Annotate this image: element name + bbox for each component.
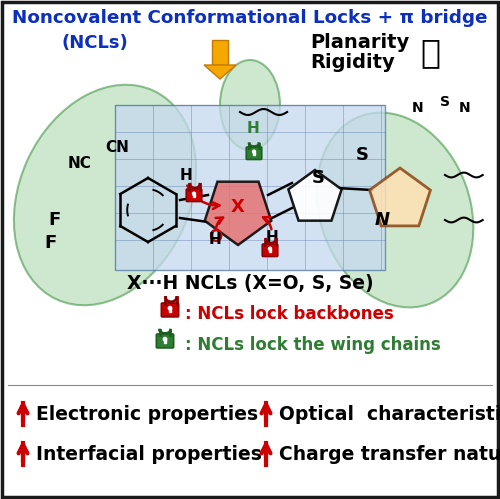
Bar <box>164 339 166 343</box>
Text: S: S <box>356 146 368 164</box>
FancyBboxPatch shape <box>156 334 174 348</box>
Text: N: N <box>459 101 471 115</box>
Circle shape <box>168 306 172 310</box>
Bar <box>169 308 171 311</box>
Circle shape <box>268 247 272 250</box>
Text: Rigidity: Rigidity <box>310 52 395 71</box>
Bar <box>193 194 195 197</box>
Bar <box>212 40 228 65</box>
Polygon shape <box>204 182 272 245</box>
Text: S: S <box>440 95 450 109</box>
Text: N: N <box>412 101 424 115</box>
Polygon shape <box>370 168 430 226</box>
Text: CN: CN <box>105 141 129 156</box>
Bar <box>115 105 385 270</box>
Text: Planarity: Planarity <box>310 32 409 51</box>
Text: Electronic properties: Electronic properties <box>36 406 258 425</box>
Ellipse shape <box>220 60 280 150</box>
Text: 👍: 👍 <box>420 36 440 69</box>
Text: Charge transfer nature: Charge transfer nature <box>279 446 500 465</box>
Bar <box>269 249 271 251</box>
Text: : NCLs lock backbones: : NCLs lock backbones <box>185 305 394 323</box>
Text: H: H <box>246 120 260 136</box>
Polygon shape <box>288 170 342 221</box>
Text: S: S <box>312 169 324 187</box>
Text: X···H NCLs (X=O, S, Se): X···H NCLs (X=O, S, Se) <box>126 274 374 293</box>
Bar <box>253 152 255 155</box>
Text: O: O <box>208 228 222 246</box>
Polygon shape <box>204 65 236 79</box>
FancyBboxPatch shape <box>262 244 278 256</box>
Ellipse shape <box>14 85 196 305</box>
FancyBboxPatch shape <box>186 189 202 202</box>
Circle shape <box>164 337 166 341</box>
Circle shape <box>192 192 196 195</box>
Text: H: H <box>180 168 192 183</box>
Text: H: H <box>266 231 278 246</box>
Circle shape <box>252 150 256 153</box>
Text: (NCLs): (NCLs) <box>62 34 128 52</box>
Text: F: F <box>49 211 61 229</box>
Ellipse shape <box>316 113 474 307</box>
FancyBboxPatch shape <box>246 147 262 160</box>
Text: F: F <box>44 234 56 252</box>
Text: : NCLs lock the wing chains: : NCLs lock the wing chains <box>185 336 441 354</box>
Text: N: N <box>374 211 390 229</box>
Text: H: H <box>208 233 222 248</box>
Text: Noncovalent Conformational Locks + π bridge: Noncovalent Conformational Locks + π bri… <box>12 9 488 27</box>
Text: Interfacial properties: Interfacial properties <box>36 446 262 465</box>
FancyBboxPatch shape <box>162 303 178 317</box>
Text: NC: NC <box>68 156 92 171</box>
Text: X: X <box>231 198 245 216</box>
Text: Optical  characteristics: Optical characteristics <box>279 406 500 425</box>
